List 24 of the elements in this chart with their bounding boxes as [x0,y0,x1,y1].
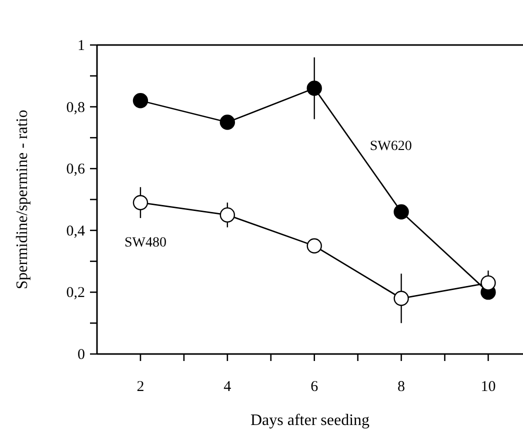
y-tick-label: 0,4 [66,223,86,240]
point [220,207,236,223]
point [132,194,148,210]
point [480,275,496,291]
x-tick-label: 4 [224,379,232,395]
point [220,114,236,130]
y-tick-label: 0 [78,347,85,363]
x-tick-label: 6 [310,379,319,395]
y-axis-title: Spermidine/spermine - ratio [14,110,31,290]
x-tick-label: 10 [480,379,496,395]
y-tick-label: 0,8 [66,100,85,116]
y-tick-label: 0,2 [66,285,85,302]
x-tick-label: 8 [398,379,406,395]
x-tick-label: 2 [136,379,144,395]
series-label: SW620 [370,139,412,154]
text: SW480 [124,236,166,251]
point [394,290,409,306]
point [306,80,322,96]
y-tick-label: 1 [78,38,85,54]
y-tick-label: 0,6 [66,162,86,178]
point [132,93,148,108]
point [306,238,322,254]
x-axis-title: Days after seeding [250,412,370,429]
point [394,204,409,220]
